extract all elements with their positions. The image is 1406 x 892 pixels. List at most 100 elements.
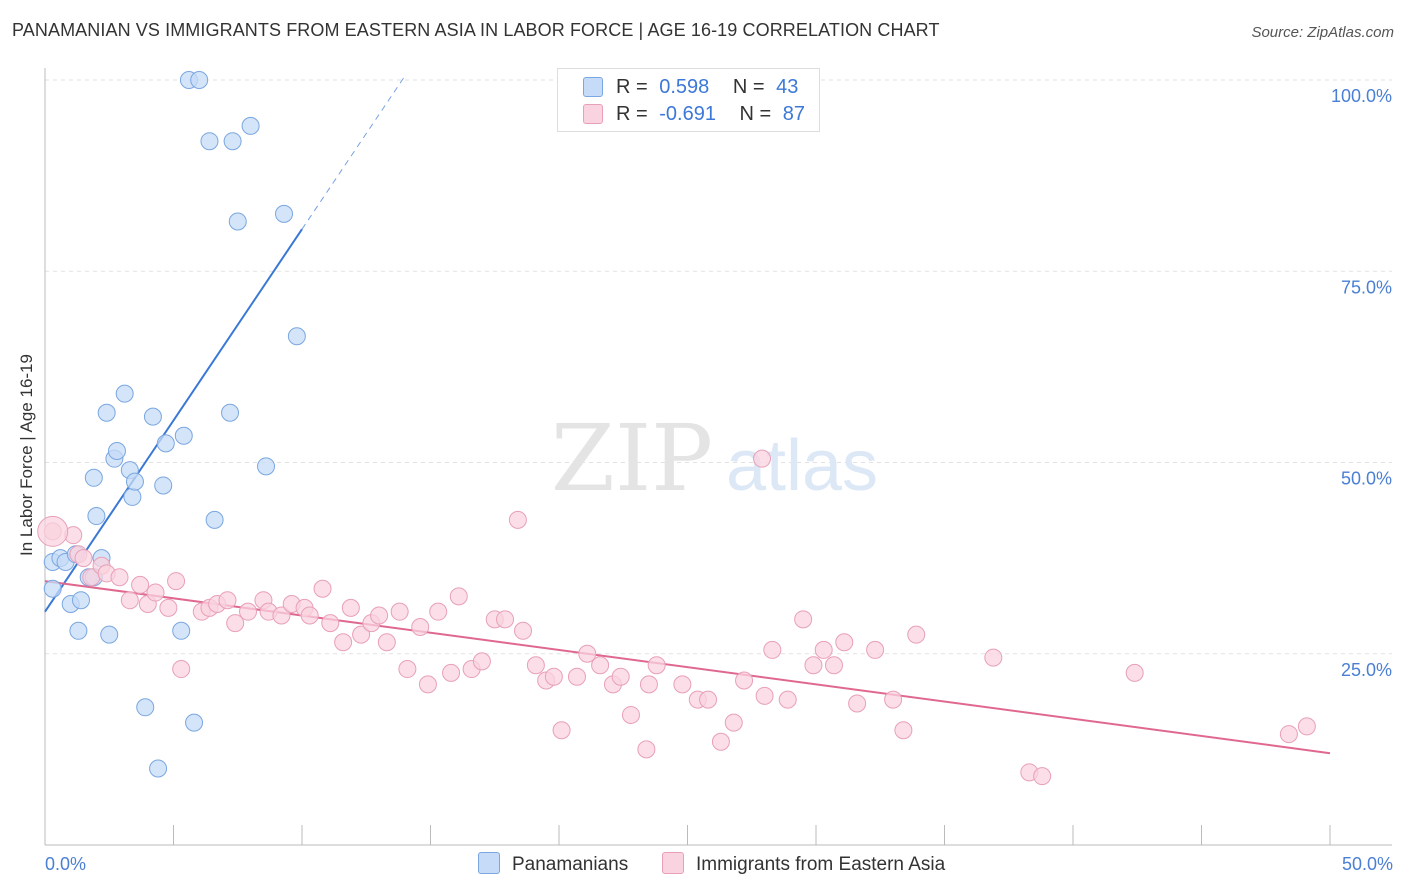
point-eastern-asia bbox=[272, 606, 291, 625]
legend-label-eastern-asia: Immigrants from Eastern Asia bbox=[696, 854, 946, 875]
point-panamanians bbox=[200, 132, 219, 151]
chart-title: PANAMANIAN VS IMMIGRANTS FROM EASTERN AS… bbox=[12, 20, 940, 40]
point-eastern-asia bbox=[429, 602, 448, 621]
point-panamanians bbox=[125, 472, 144, 491]
point-eastern-asia bbox=[1297, 717, 1316, 736]
point-panamanians bbox=[223, 132, 242, 151]
y-axis-label: In Labor Force | Age 16-19 bbox=[17, 354, 36, 556]
point-eastern-asia bbox=[848, 694, 867, 713]
point-eastern-asia bbox=[370, 606, 389, 625]
watermark-zip: ZIP bbox=[551, 405, 713, 512]
point-eastern-asia bbox=[984, 648, 1003, 667]
watermark-atlas: atlas bbox=[726, 426, 878, 506]
point-panamanians bbox=[71, 591, 90, 610]
point-eastern-asia bbox=[755, 686, 774, 705]
point-eastern-asia bbox=[699, 690, 718, 709]
correlation-stats-box: R = 0.598 N = 43 R = -0.691 N = 87 bbox=[557, 68, 820, 132]
point-eastern-asia bbox=[1033, 767, 1052, 786]
point-eastern-asia bbox=[120, 591, 139, 610]
point-eastern-asia bbox=[804, 656, 823, 675]
r-label: R = bbox=[616, 103, 648, 125]
point-eastern-asia bbox=[146, 583, 165, 602]
point-eastern-asia bbox=[526, 656, 545, 675]
data-points bbox=[37, 71, 1316, 786]
point-eastern-asia bbox=[218, 591, 237, 610]
point-eastern-asia bbox=[226, 614, 245, 633]
point-panamanians bbox=[190, 71, 209, 89]
point-panamanians bbox=[205, 510, 224, 529]
point-eastern-asia bbox=[496, 610, 515, 629]
point-eastern-asia bbox=[794, 610, 813, 629]
x-tick-label: 0.0% bbox=[45, 854, 86, 874]
point-eastern-asia bbox=[621, 705, 640, 724]
point-eastern-asia bbox=[778, 690, 797, 709]
point-eastern-asia bbox=[711, 732, 730, 751]
y-tick-label: 50.0% bbox=[1341, 469, 1392, 489]
tick-labels: 25.0% 50.0% 75.0% 100.0% 0.0% 50.0% bbox=[45, 86, 1393, 874]
r-value: 0.598 bbox=[659, 76, 710, 98]
x-tick-label: 50.0% bbox=[1342, 854, 1393, 874]
point-eastern-asia bbox=[753, 449, 772, 468]
point-panamanians bbox=[107, 442, 126, 461]
point-eastern-asia bbox=[300, 606, 319, 625]
point-eastern-asia bbox=[1279, 725, 1298, 744]
point-panamanians bbox=[156, 434, 175, 453]
point-eastern-asia bbox=[735, 671, 754, 690]
point-eastern-asia bbox=[647, 656, 666, 675]
point-eastern-asia bbox=[472, 652, 491, 671]
point-eastern-asia bbox=[639, 675, 658, 694]
point-panamanians bbox=[136, 698, 155, 717]
point-eastern-asia bbox=[1125, 663, 1144, 682]
point-eastern-asia bbox=[611, 667, 630, 686]
point-eastern-asia bbox=[167, 572, 186, 591]
point-panamanians bbox=[275, 204, 294, 223]
trend-lines bbox=[44, 75, 1331, 755]
legend-label-panamanians: Panamanians bbox=[512, 854, 629, 875]
point-eastern-asia bbox=[442, 663, 461, 682]
point-eastern-asia bbox=[824, 656, 843, 675]
point-eastern-asia bbox=[352, 625, 371, 644]
point-panamanians bbox=[84, 468, 103, 487]
point-eastern-asia bbox=[172, 660, 191, 679]
point-eastern-asia bbox=[390, 602, 409, 621]
trend-line-panamanians bbox=[44, 228, 303, 613]
point-panamanians bbox=[123, 487, 142, 506]
legend-item-eastern-asia[interactable]: Immigrants from Eastern Asia bbox=[662, 852, 945, 877]
point-eastern-asia bbox=[866, 640, 885, 659]
point-eastern-asia bbox=[398, 660, 417, 679]
point-eastern-asia bbox=[884, 690, 903, 709]
legend-item-panamanians[interactable]: Panamanians bbox=[478, 852, 628, 877]
point-eastern-asia bbox=[907, 625, 926, 644]
watermark: ZIP atlas bbox=[551, 405, 878, 512]
y-tick-label: 25.0% bbox=[1341, 660, 1392, 680]
r-label: R = bbox=[616, 76, 648, 98]
source-label: Source: ZipAtlas.com bbox=[1251, 24, 1394, 41]
point-eastern-asia bbox=[449, 587, 468, 606]
point-panamanians bbox=[174, 426, 193, 445]
point-eastern-asia bbox=[334, 633, 353, 652]
point-eastern-asia bbox=[110, 568, 129, 587]
point-eastern-asia bbox=[377, 633, 396, 652]
point-eastern-asia bbox=[341, 598, 360, 617]
point-panamanians bbox=[97, 403, 116, 422]
stat-swatch-panamanians bbox=[583, 77, 603, 97]
point-eastern-asia bbox=[552, 721, 571, 740]
point-eastern-asia bbox=[567, 667, 586, 686]
n-label: N = bbox=[732, 76, 765, 98]
point-panamanians bbox=[43, 579, 62, 598]
point-eastern-asia bbox=[74, 549, 93, 568]
point-panamanians bbox=[149, 759, 168, 778]
point-eastern-asia bbox=[411, 617, 430, 636]
point-panamanians bbox=[185, 713, 204, 732]
point-eastern-asia bbox=[763, 640, 782, 659]
point-eastern-asia bbox=[321, 614, 340, 633]
point-eastern-asia bbox=[724, 713, 743, 732]
point-panamanians bbox=[100, 625, 119, 644]
point-panamanians bbox=[115, 384, 134, 403]
r-value: -0.691 bbox=[659, 103, 716, 125]
legend-swatch-eastern-asia bbox=[662, 852, 684, 874]
point-eastern-asia bbox=[418, 675, 437, 694]
point-eastern-asia bbox=[514, 621, 533, 640]
point-eastern-asia bbox=[508, 510, 527, 529]
